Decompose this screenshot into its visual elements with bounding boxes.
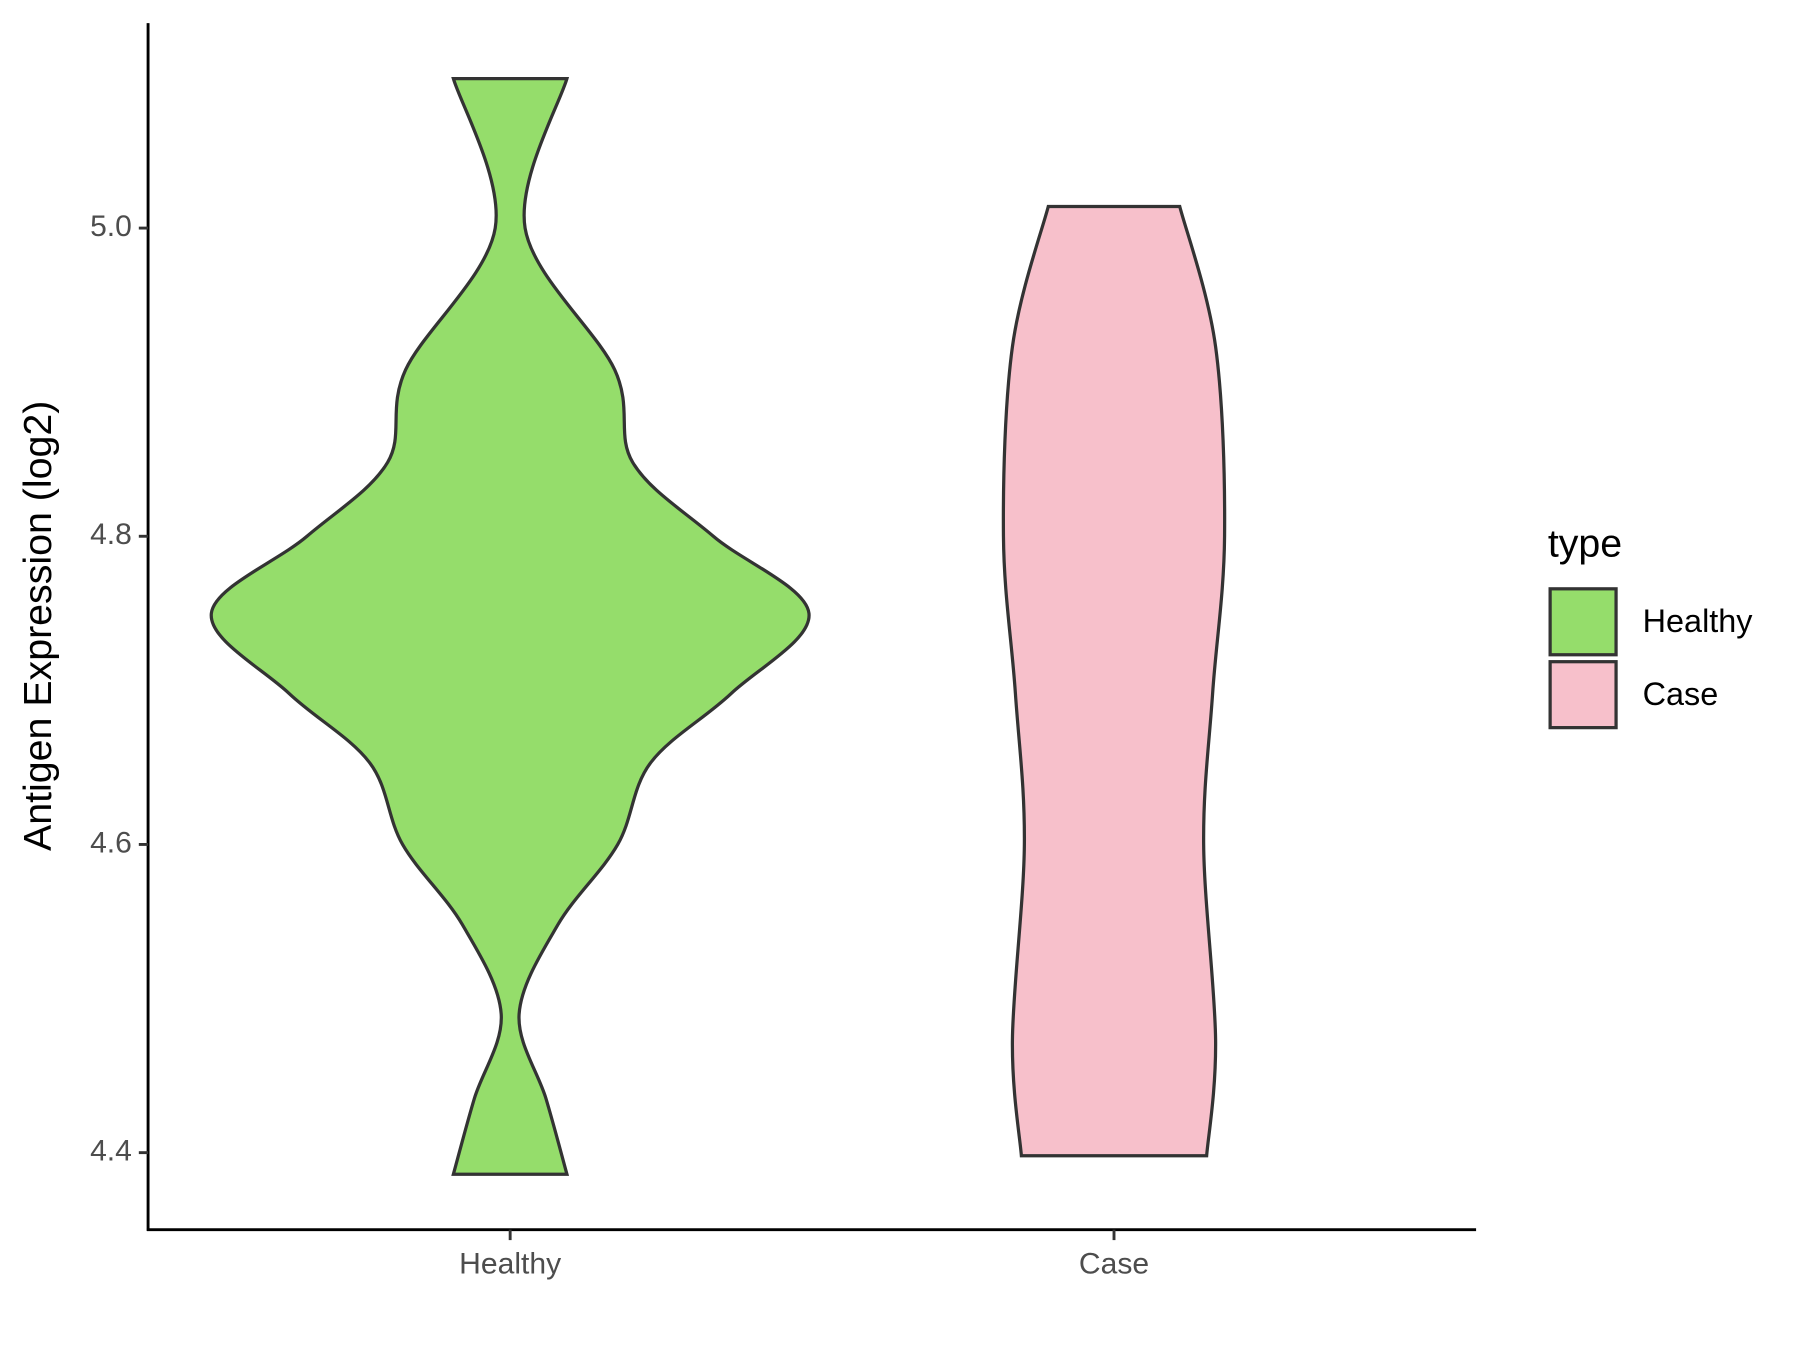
legend-key: [1548, 660, 1618, 730]
y-tick-label: 5.0: [90, 210, 132, 243]
y-tick-label: 4.4: [90, 1135, 132, 1168]
y-tick-label: 4.8: [90, 518, 132, 551]
y-tick-label: 4.6: [90, 826, 132, 859]
legend-key: [1548, 587, 1618, 657]
y-axis-title: Antigen Expression (log2): [16, 401, 60, 851]
x-tick-label: Healthy: [459, 1247, 561, 1280]
violin: [1001, 204, 1227, 1158]
legend-label: Healthy: [1643, 603, 1754, 639]
legend-title: type: [1548, 521, 1622, 565]
violin: [209, 76, 811, 1176]
x-tick-label: Case: [1079, 1247, 1149, 1280]
legend-label: Case: [1643, 676, 1719, 712]
